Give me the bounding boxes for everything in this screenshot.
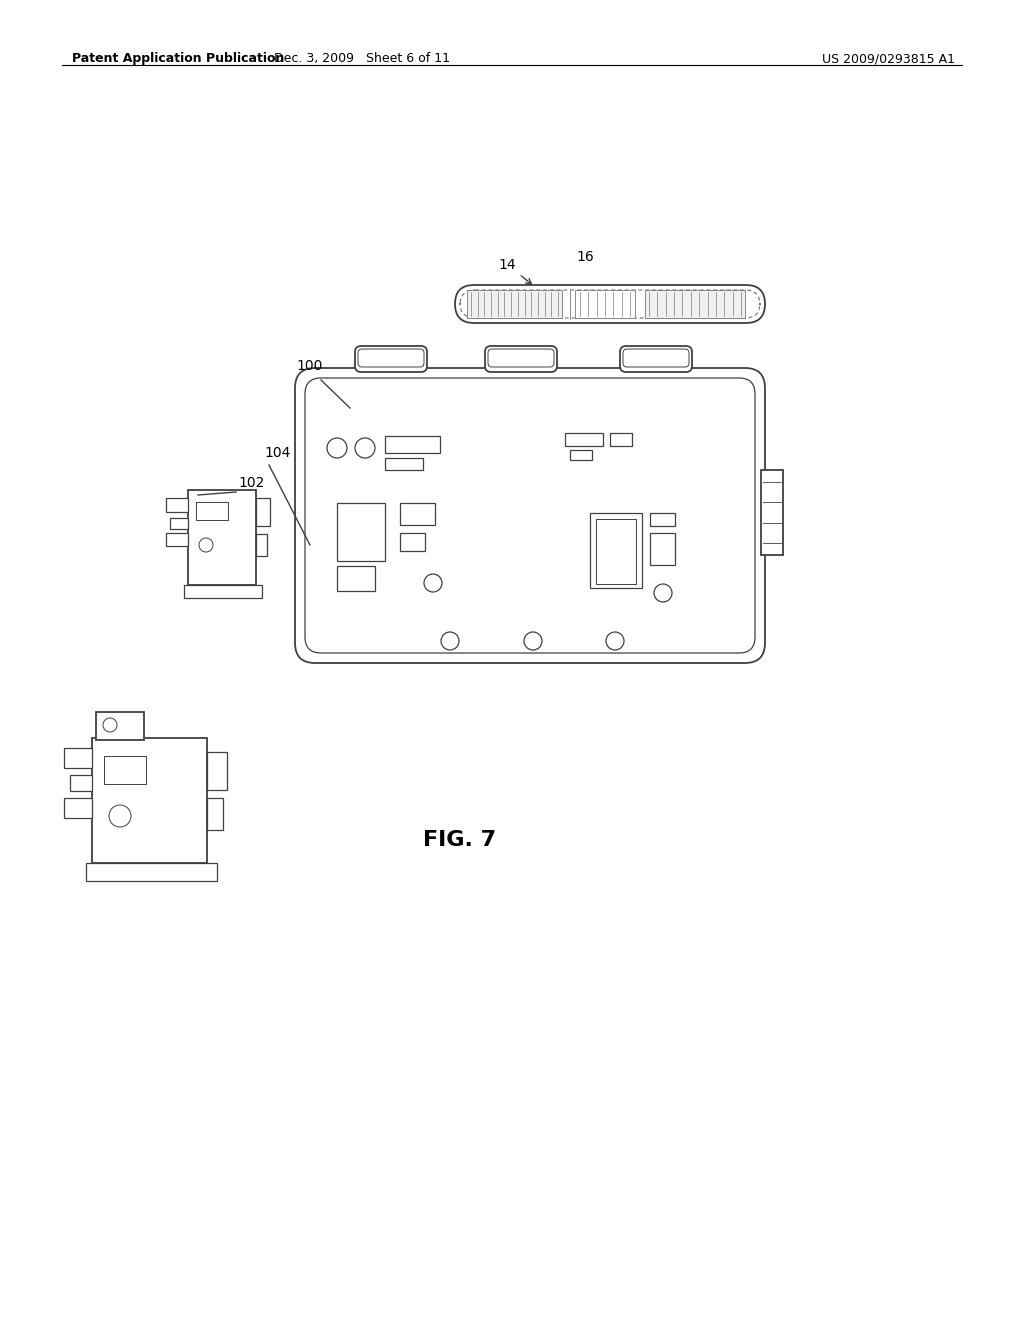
FancyBboxPatch shape: [295, 368, 765, 663]
Bar: [256, 498, 270, 525]
Bar: [96, 711, 144, 741]
Bar: [650, 533, 675, 565]
Bar: [63, 799, 92, 818]
Bar: [467, 290, 562, 318]
FancyBboxPatch shape: [485, 346, 557, 372]
Text: 14: 14: [499, 257, 516, 272]
Bar: [70, 775, 92, 791]
Bar: [92, 738, 207, 863]
Bar: [385, 458, 423, 470]
Bar: [570, 450, 592, 459]
Bar: [337, 503, 385, 561]
Bar: [575, 290, 635, 318]
Text: 102: 102: [238, 477, 264, 490]
Bar: [565, 433, 603, 446]
Text: US 2009/0293815 A1: US 2009/0293815 A1: [822, 51, 955, 65]
Bar: [104, 756, 146, 784]
Text: 104: 104: [264, 446, 291, 459]
Bar: [184, 585, 262, 598]
Bar: [650, 513, 675, 525]
Bar: [188, 490, 256, 585]
Bar: [645, 290, 745, 318]
Bar: [590, 513, 642, 587]
Bar: [207, 799, 223, 830]
Bar: [596, 519, 636, 583]
FancyBboxPatch shape: [455, 285, 765, 323]
Bar: [337, 566, 375, 591]
Bar: [761, 470, 783, 554]
Text: Patent Application Publication: Patent Application Publication: [72, 51, 285, 65]
Bar: [166, 533, 188, 546]
Text: Dec. 3, 2009   Sheet 6 of 11: Dec. 3, 2009 Sheet 6 of 11: [274, 51, 450, 65]
Bar: [196, 502, 228, 520]
Bar: [400, 533, 425, 550]
Text: 16: 16: [575, 249, 594, 264]
Text: 100: 100: [296, 359, 323, 374]
Bar: [207, 752, 227, 789]
Bar: [400, 503, 435, 525]
Bar: [170, 517, 188, 529]
Bar: [385, 436, 440, 453]
Bar: [256, 535, 267, 556]
Bar: [63, 748, 92, 768]
Text: FIG. 7: FIG. 7: [424, 830, 497, 850]
FancyBboxPatch shape: [355, 346, 427, 372]
Bar: [166, 498, 188, 512]
Bar: [610, 433, 632, 446]
FancyBboxPatch shape: [620, 346, 692, 372]
Bar: [86, 863, 217, 880]
FancyBboxPatch shape: [305, 378, 755, 653]
